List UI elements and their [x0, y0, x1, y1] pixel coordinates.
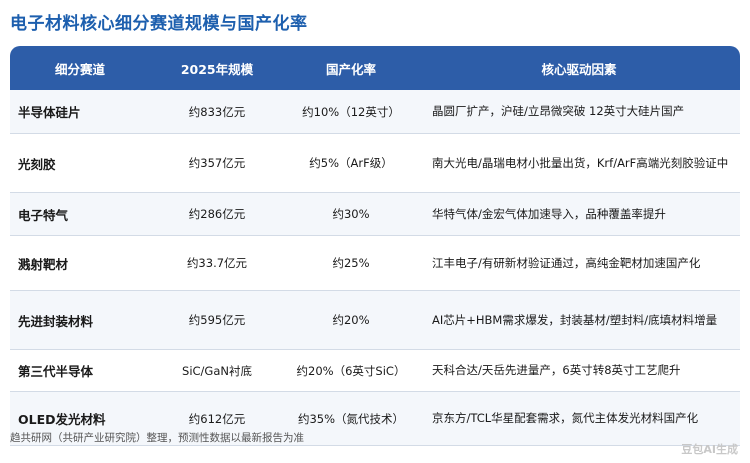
header-driver: 核心驱动因素: [418, 46, 740, 90]
rate-cell: 约30%: [284, 192, 418, 236]
table-row: 第三代半导体 SiC/GaN衬底 约20%（6英寸SiC） 天科合达/天岳先进量…: [10, 349, 740, 392]
scale-cell: 约612亿元: [150, 391, 284, 446]
page-title: 电子材料核心细分赛道规模与国产化率: [10, 14, 308, 34]
scale-cell: 约33.7亿元: [150, 235, 284, 291]
data-table: 细分赛道 2025年规模 国产化率 核心驱动因素 半导体硅片 约833亿元 约1…: [10, 46, 740, 446]
rate-cell: 约25%: [284, 235, 418, 291]
segment-cell: 半导体硅片: [10, 90, 150, 134]
driver-cell: AI芯片+HBM需求爆发，封装基材/塑封料/底填材料增量: [418, 290, 740, 350]
scale-cell: 约357亿元: [150, 133, 284, 193]
header-rate: 国产化率: [284, 46, 418, 90]
rate-cell: 约35%（氮代技术）: [284, 391, 418, 446]
rate-cell: 约10%（12英寸）: [284, 90, 418, 134]
header-segment: 细分赛道: [10, 46, 150, 90]
rate-cell: 约20%: [284, 290, 418, 350]
table-row: OLED发光材料 约612亿元 约35%（氮代技术） 京东方/TCL华星配套需求…: [10, 391, 740, 446]
segment-cell: OLED发光材料: [10, 391, 150, 446]
source-note: 趋共研网（共研产业研究院）整理，预测性数据以最新报告为准: [10, 432, 304, 444]
driver-cell: 江丰电子/有研新材验证通过，高纯金靶材加速国产化: [418, 235, 740, 291]
driver-cell: 南大光电/晶瑞电材小批量出货，Krf/ArF高端光刻胶验证中: [418, 133, 740, 193]
watermark: 豆包AI生成: [681, 443, 738, 456]
driver-cell: 京东方/TCL华星配套需求，氮代主体发光材料国产化: [418, 391, 740, 446]
rate-cell: 约20%（6英寸SiC）: [284, 349, 418, 392]
driver-cell: 天科合达/天岳先进量产，6英寸转8英寸工艺爬升: [418, 349, 740, 392]
scale-cell: SiC/GaN衬底: [150, 349, 284, 392]
header-scale: 2025年规模: [150, 46, 284, 90]
segment-cell: 先进封装材料: [10, 290, 150, 350]
rate-cell: 约5%（ArF级）: [284, 133, 418, 193]
scale-cell: 约833亿元: [150, 90, 284, 134]
segment-cell: 电子特气: [10, 192, 150, 236]
driver-cell: 晶圆厂扩产，沪硅/立昂微突破 12英寸大硅片国产: [418, 90, 740, 134]
table-row: 电子特气 约286亿元 约30% 华特气体/金宏气体加速导入，品种覆盖率提升: [10, 192, 740, 236]
table-row: 先进封装材料 约595亿元 约20% AI芯片+HBM需求爆发，封装基材/塑封料…: [10, 290, 740, 350]
scale-cell: 约595亿元: [150, 290, 284, 350]
segment-cell: 第三代半导体: [10, 349, 150, 392]
table-row: 光刻胶 约357亿元 约5%（ArF级） 南大光电/晶瑞电材小批量出货，Krf/…: [10, 133, 740, 193]
segment-cell: 溅射靶材: [10, 235, 150, 291]
segment-cell: 光刻胶: [10, 133, 150, 193]
driver-cell: 华特气体/金宏气体加速导入，品种覆盖率提升: [418, 192, 740, 236]
table-row: 半导体硅片 约833亿元 约10%（12英寸） 晶圆厂扩产，沪硅/立昂微突破 1…: [10, 90, 740, 134]
scale-cell: 约286亿元: [150, 192, 284, 236]
table-header-row: 细分赛道 2025年规模 国产化率 核心驱动因素: [10, 46, 740, 90]
table-row: 溅射靶材 约33.7亿元 约25% 江丰电子/有研新材验证通过，高纯金靶材加速国…: [10, 235, 740, 291]
